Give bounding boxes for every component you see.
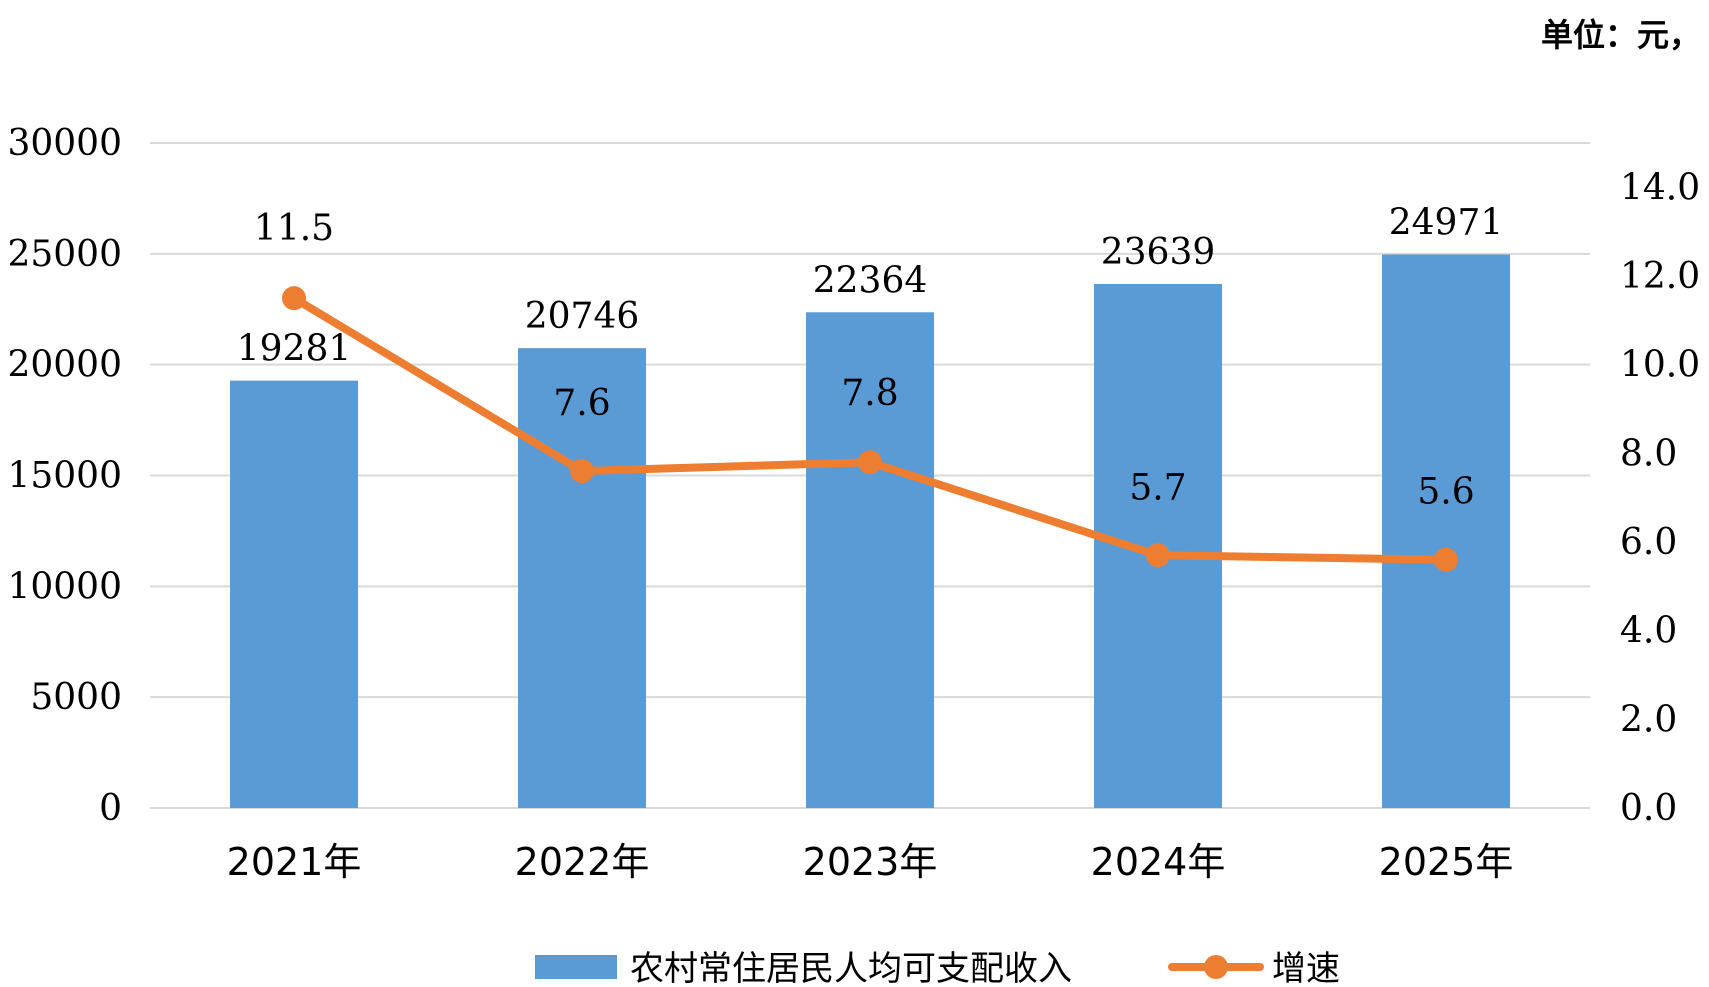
y-right-tick-label: 6.0 [1620,522,1677,563]
y-right-tick-label: 8.0 [1620,433,1677,474]
line-data-label: 7.8 [841,373,898,414]
y-right-tick-label: 14.0 [1620,167,1700,208]
bar [806,312,934,808]
y-right-tick-label: 10.0 [1620,345,1700,386]
legend-label-line: 增速 [1272,949,1340,987]
x-tick-label: 2022年 [515,840,650,884]
y-right-tick-label: 2.0 [1620,699,1677,740]
line-data-label: 5.7 [1129,467,1186,508]
legend-swatch-bar [535,955,617,979]
bar [230,380,358,808]
growth-point [570,459,594,484]
y-left-tick-label: 0 [99,788,122,829]
y-left-tick-label: 25000 [7,234,122,275]
y-left-tick-label: 15000 [7,456,122,497]
growth-point [858,450,882,475]
legend-label-bar: 农村常住居民人均可支配收入 [630,949,1072,987]
x-tick-label: 2024年 [1091,840,1226,884]
growth-point [1146,543,1170,568]
bar-data-label: 20746 [525,296,640,337]
growth-point [282,286,306,311]
y-left-tick-label: 30000 [7,123,122,164]
x-tick-label: 2021年 [227,840,362,884]
y-left-tick-label: 20000 [7,345,122,386]
legend-swatch-marker [1204,955,1228,979]
y-right-tick-label: 12.0 [1620,256,1700,297]
line-data-label: 7.6 [553,383,610,424]
growth-point [1434,547,1458,572]
line-data-label: 11.5 [254,208,334,249]
bar [1382,254,1510,808]
y-left-tick-label: 5000 [30,677,122,718]
legend: 农村常住居民人均可支配收入 增速 [535,949,1340,987]
unit-label: 单位：元， [1540,16,1701,54]
y-right-tick-label: 0.0 [1620,788,1677,829]
y-left-tick-label: 10000 [7,566,122,607]
bar-data-label: 22364 [813,260,928,301]
line-data-label: 5.6 [1417,472,1474,513]
x-tick-label: 2023年 [803,840,938,884]
bar [518,348,646,808]
bar-data-label: 24971 [1389,202,1504,243]
x-tick-label: 2025年 [1379,840,1514,884]
y-right-tick-label: 4.0 [1620,611,1677,652]
bar-data-label: 23639 [1101,232,1216,273]
bar-data-label: 19281 [237,329,352,370]
